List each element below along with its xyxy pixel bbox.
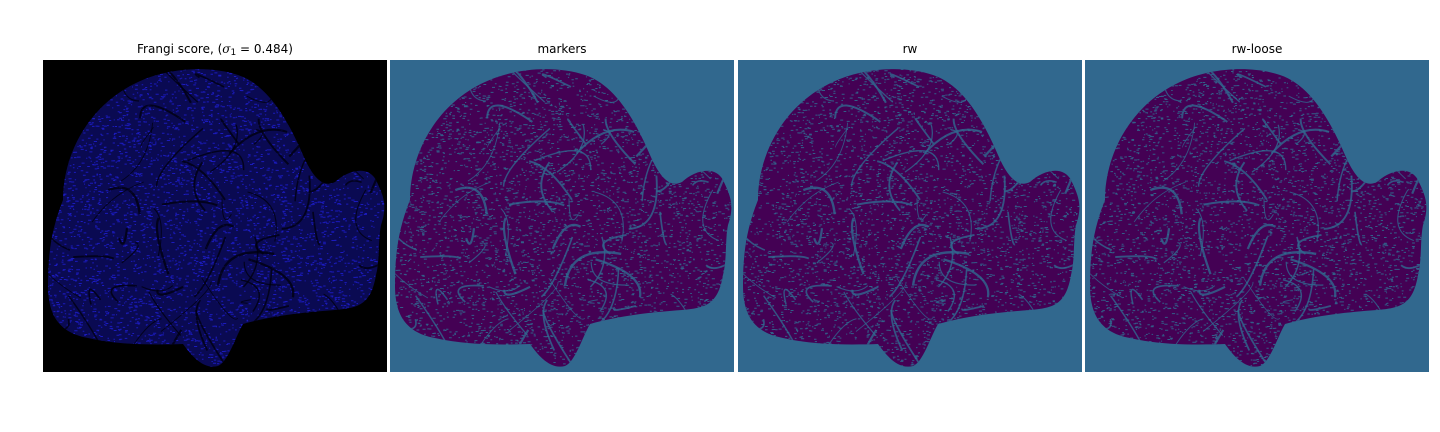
markers-panel: markers (390, 42, 734, 372)
rw-panel: rw (738, 42, 1082, 372)
rw-title: rw (902, 42, 918, 56)
frangi-image (43, 60, 387, 372)
tissue-region (48, 69, 385, 367)
markers-title: markers (537, 42, 587, 56)
frangi-panel: Frangi score, (σ1 = 0.484) (43, 42, 387, 372)
texture-layer (48, 69, 385, 367)
rw-image (738, 60, 1082, 372)
tissue-region (395, 69, 732, 367)
frangi-close-paren: ) (288, 42, 293, 56)
rw-loose-image (1085, 60, 1429, 372)
frangi-open-paren: ( (217, 42, 223, 56)
vessel-layer (395, 69, 732, 367)
sigma-symbol: σ (222, 42, 231, 56)
rw-loose-title: rw-loose (1231, 42, 1283, 56)
frangi-title: Frangi score, (σ1 = 0.484) (43, 42, 387, 60)
markers-image (390, 60, 734, 372)
rw-loose-panel: rw-loose (1085, 42, 1429, 372)
frangi-title-text: Frangi score, (137, 42, 218, 56)
sigma-value: = 0.484 (236, 42, 289, 56)
tissue-region (1090, 69, 1427, 367)
sigma-subscript: 1 (230, 48, 237, 58)
